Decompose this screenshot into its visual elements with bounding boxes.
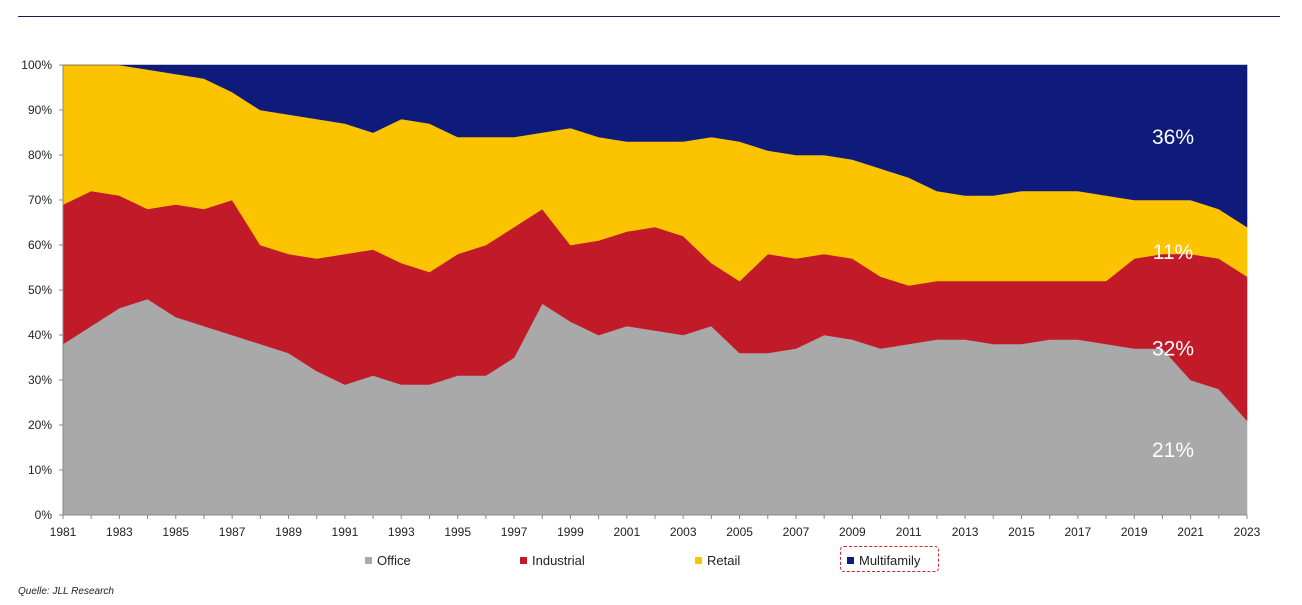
legend-label: Industrial <box>532 552 585 568</box>
x-axis-ticks: 1981 1983 1985 1987 1989 1991 1993 1995 1997 1999… <box>50 515 1261 539</box>
x-tick-label: 1991 <box>332 525 359 539</box>
legend-swatch <box>847 556 854 564</box>
x-tick-label: 2007 <box>783 525 810 539</box>
legend: Office Industrial Retail Multifamily <box>360 546 960 572</box>
end-label-retail: 11% <box>1153 241 1193 264</box>
legend-label: Multifamily <box>859 552 921 568</box>
y-tick-label: 40% <box>28 328 52 342</box>
y-tick-label: 60% <box>28 238 52 252</box>
x-tick-label: 2019 <box>1121 525 1148 539</box>
y-tick-label: 100% <box>21 58 52 72</box>
x-tick-label: 1989 <box>275 525 302 539</box>
x-tick-label: 1985 <box>162 525 189 539</box>
x-tick-label: 1993 <box>388 525 415 539</box>
legend-label: Retail <box>707 552 741 568</box>
area-multifamily <box>63 64 1248 228</box>
x-tick-label: 1997 <box>501 525 528 539</box>
x-tick-label: 1995 <box>444 525 471 539</box>
y-tick-label: 80% <box>28 148 52 162</box>
x-tick-label: 1981 <box>50 525 77 539</box>
y-tick-label: 70% <box>28 193 52 207</box>
end-label-office: 21% <box>1152 439 1194 462</box>
x-tick-label: 2017 <box>1065 525 1092 539</box>
legend-label: Office <box>377 552 411 568</box>
x-tick-label: 2013 <box>952 525 979 539</box>
x-tick-label: 1999 <box>557 525 584 539</box>
legend-item-retail: Retail <box>695 548 740 572</box>
top-rule <box>18 16 1280 17</box>
x-tick-label: 1983 <box>106 525 133 539</box>
stacked-area-chart: 0%10%20%30%40%50%60%70%80%90%100% 1981 19… <box>21 58 1261 539</box>
x-tick-label: 2021 <box>1177 525 1204 539</box>
y-tick-label: 30% <box>28 373 52 387</box>
x-tick-label: 2023 <box>1234 525 1261 539</box>
legend-swatch <box>695 556 702 564</box>
legend-item-multifamily: Multifamily <box>847 548 920 572</box>
x-tick-label: 2001 <box>613 525 640 539</box>
end-label-multifamily: 36% <box>1152 126 1194 149</box>
legend-highlight-box <box>840 546 939 572</box>
x-tick-label: 2009 <box>839 525 866 539</box>
y-tick-label: 10% <box>28 463 52 477</box>
x-tick-label: 2005 <box>726 525 753 539</box>
y-tick-label: 0% <box>35 508 53 522</box>
x-tick-label: 2003 <box>670 525 697 539</box>
x-tick-label: 2015 <box>1008 525 1035 539</box>
area-layers <box>62 64 1248 516</box>
y-tick-label: 20% <box>28 418 52 432</box>
legend-item-industrial: Industrial <box>520 548 585 572</box>
y-axis-ticks: 0% 10% 20% 30% 40% 50% 60% 70% 80% 90% 100% <box>21 58 63 522</box>
y-tick-label: 50% <box>28 283 52 297</box>
end-value-labels: 36% 11% 32% 21% <box>1152 126 1194 462</box>
legend-swatch <box>365 556 372 564</box>
x-tick-label: 1987 <box>219 525 246 539</box>
x-tick-label: 2011 <box>896 525 922 539</box>
end-label-industrial: 32% <box>1152 338 1194 361</box>
legend-item-office: Office <box>365 548 411 572</box>
source-note: Quelle: JLL Research <box>18 586 114 597</box>
y-tick-label: 90% <box>28 103 52 117</box>
legend-swatch <box>520 556 527 564</box>
